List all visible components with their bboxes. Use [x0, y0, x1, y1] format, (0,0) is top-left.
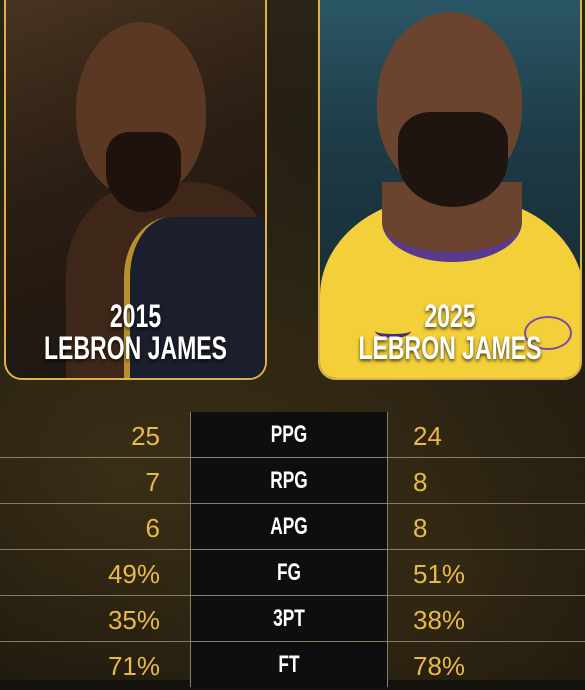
stat-value-2025: 24: [413, 421, 442, 451]
stat-value-2015: 25: [131, 421, 160, 451]
player-beard: [398, 112, 508, 207]
stat-value-2025: 38%: [413, 605, 466, 635]
stat-row-ppg: 25 PPG 24: [0, 412, 585, 458]
stat-value-2015: 35%: [107, 605, 160, 635]
stat-value-2025: 51%: [413, 559, 466, 589]
stat-row-3pt: 35% 3PT 38%: [0, 596, 585, 642]
stat-label: PPG: [270, 421, 308, 448]
player-caption: 2015 LEBRON JAMES: [42, 300, 228, 364]
stat-value-2015: 71%: [107, 651, 160, 681]
stat-label-box: 3PT: [190, 596, 388, 641]
player-name: LEBRON JAMES: [43, 330, 228, 366]
player-card-2015: 2015 LEBRON JAMES: [4, 0, 267, 380]
stat-row-rpg: 7 RPG 8: [0, 458, 585, 504]
stat-label-box: FG: [190, 550, 388, 595]
stat-value-2025: 8: [413, 467, 428, 497]
player-caption: 2025 LEBRON JAMES: [356, 300, 543, 364]
stat-label: FG: [276, 559, 301, 586]
stat-row-apg: 6 APG 8: [0, 504, 585, 550]
player-jersey: [124, 217, 265, 378]
stat-label-box: PPG: [190, 412, 388, 457]
stat-value-2015: 7: [145, 467, 160, 497]
swoosh-logo-icon: [375, 324, 411, 338]
stat-value-2025: 8: [413, 513, 428, 543]
player-year: 2015: [109, 298, 162, 334]
stat-label: 3PT: [273, 605, 305, 632]
player-year: 2025: [424, 298, 476, 334]
sponsor-badge-icon: [524, 316, 572, 350]
stat-label-box: APG: [190, 504, 388, 549]
stat-value-2015: 6: [145, 513, 160, 543]
player-name: LEBRON JAMES: [358, 330, 542, 366]
stat-row-fg: 49% FG 51%: [0, 550, 585, 596]
stat-value-2015: 49%: [107, 559, 160, 589]
stat-label: APG: [270, 513, 308, 540]
player-card-2025: 2025 LEBRON JAMES: [318, 0, 582, 380]
stat-value-2025: 78%: [413, 651, 466, 681]
player-beard: [106, 132, 181, 212]
stat-label-box: RPG: [190, 458, 388, 503]
stat-label: FT: [278, 651, 300, 678]
stat-label: RPG: [270, 467, 308, 494]
stat-row-ft: 71% FT 78%: [0, 642, 585, 687]
stat-label-box: FT: [190, 642, 388, 687]
